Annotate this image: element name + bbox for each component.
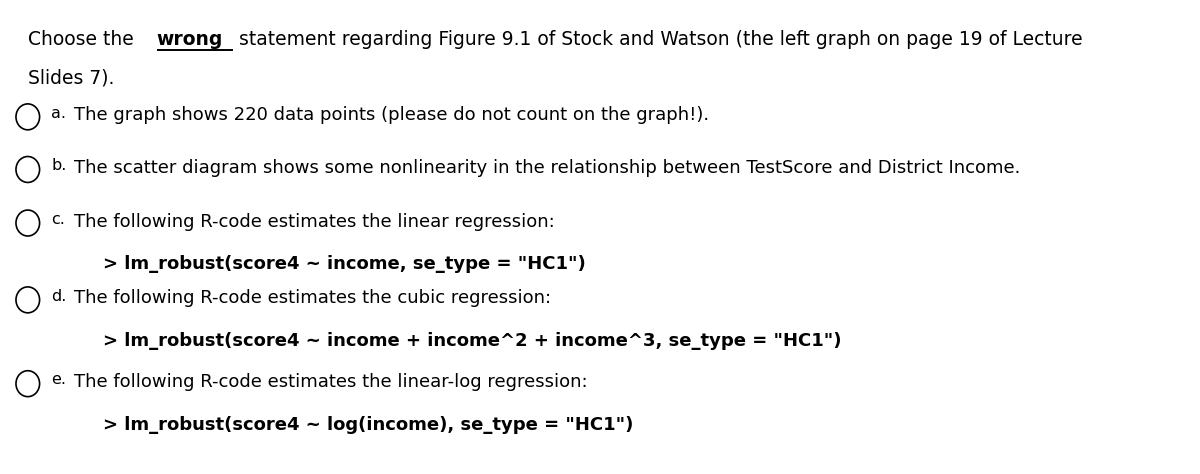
Text: b.: b. [52, 158, 67, 173]
Text: The scatter diagram shows some nonlinearity in the relationship between TestScor: The scatter diagram shows some nonlinear… [74, 159, 1020, 177]
Text: Slides 7).: Slides 7). [28, 68, 114, 87]
Text: c.: c. [52, 212, 65, 227]
Text: The following R-code estimates the cubic regression:: The following R-code estimates the cubic… [74, 290, 551, 308]
Text: > lm_robust(score4 ~ income, se_type = "HC1"): > lm_robust(score4 ~ income, se_type = "… [103, 255, 586, 273]
Text: The following R-code estimates the linear regression:: The following R-code estimates the linea… [74, 213, 554, 231]
Text: The graph shows 220 data points (please do not count on the graph!).: The graph shows 220 data points (please … [74, 107, 709, 125]
Text: > lm_robust(score4 ~ income + income^2 + income^3, se_type = "HC1"): > lm_robust(score4 ~ income + income^2 +… [103, 332, 841, 350]
Text: The following R-code estimates the linear-log regression:: The following R-code estimates the linea… [74, 374, 588, 392]
Text: a.: a. [52, 106, 66, 120]
Text: statement regarding Figure 9.1 of Stock and Watson (the left graph on page 19 of: statement regarding Figure 9.1 of Stock … [233, 30, 1084, 49]
Text: > lm_robust(score4 ~ log(income), se_type = "HC1"): > lm_robust(score4 ~ log(income), se_typ… [103, 416, 634, 434]
Text: e.: e. [52, 373, 66, 387]
Text: wrong: wrong [157, 30, 223, 49]
Text: d.: d. [52, 289, 67, 304]
Text: Choose the: Choose the [28, 30, 139, 49]
